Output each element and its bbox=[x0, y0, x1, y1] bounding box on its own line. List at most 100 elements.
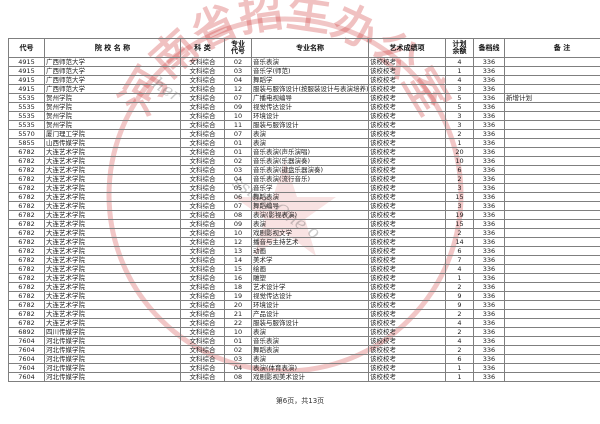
table-cell: 12 bbox=[224, 84, 252, 94]
table-cell: 6782 bbox=[8, 174, 45, 184]
table-cell: 14 bbox=[445, 237, 474, 247]
table-cell: 4 bbox=[445, 336, 474, 346]
table-cell: 5535 bbox=[8, 120, 45, 130]
table-cell: 表演 bbox=[251, 138, 369, 148]
table-cell: 21 bbox=[224, 309, 252, 319]
table-cell: 336 bbox=[473, 120, 505, 130]
table-cell: 舞蹈学 bbox=[251, 75, 369, 85]
table-cell: 广西师范大学 bbox=[44, 84, 181, 94]
table-cell: 6782 bbox=[8, 192, 45, 202]
table-cell: 5535 bbox=[8, 102, 45, 112]
table-cell bbox=[504, 327, 600, 337]
table-cell: 该校校考 bbox=[368, 246, 446, 256]
table-row: 7604 河北传媒学院 文科综合 02 舞蹈表演 该校校考 2 336 bbox=[8, 345, 600, 355]
table-cell: 音乐表演(声乐演唱) bbox=[251, 147, 369, 157]
table-row: 4915 广西师范大学 文科综合 02 音乐表演 该校校考 4 336 bbox=[8, 57, 600, 67]
table-cell: 文科综合 bbox=[180, 102, 225, 112]
table-cell: 该校校考 bbox=[368, 336, 446, 346]
table-row: 4915 广西师范大学 文科综合 12 服装与服饰设计(按服装设计与表演培养) 该校校考 3… bbox=[8, 84, 600, 94]
table-cell: 贺州学院 bbox=[44, 120, 181, 130]
table-cell: 该校校考 bbox=[368, 219, 446, 229]
table-row: 7604 河北传媒学院 文科综合 08 戏剧影视美术设计 该校校考 1 336 bbox=[8, 372, 600, 382]
table-cell: 广西师范大学 bbox=[44, 66, 181, 76]
table-cell: 该校校考 bbox=[368, 165, 446, 175]
table-cell: 5 bbox=[445, 102, 474, 112]
table-cell: 该校校考 bbox=[368, 201, 446, 211]
table-cell: 文科综合 bbox=[180, 174, 225, 184]
table-cell: 7604 bbox=[8, 363, 45, 373]
table-cell: 音乐表演(键盘乐器演奏) bbox=[251, 165, 369, 175]
table-cell: 视觉传达设计 bbox=[251, 102, 369, 112]
table-cell: 音乐表演(流行音乐) bbox=[251, 174, 369, 184]
table-cell: 2 bbox=[445, 327, 474, 337]
table-cell: 广西师范大学 bbox=[44, 57, 181, 67]
table-cell: 大连艺术学院 bbox=[44, 183, 181, 193]
column-header: 备 注 bbox=[504, 38, 600, 58]
table-cell: 表演(体育表演) bbox=[251, 363, 369, 373]
table-cell: 20 bbox=[224, 300, 252, 310]
table-cell: 该校校考 bbox=[368, 327, 446, 337]
table-cell: 文科综合 bbox=[180, 318, 225, 328]
table-cell: 河北传媒学院 bbox=[44, 363, 181, 373]
table-row: 6782 大连艺术学院 文科综合 09 表演 该校校考 15 336 bbox=[8, 219, 600, 229]
table-cell: 该校校考 bbox=[368, 291, 446, 301]
table-cell: 3 bbox=[445, 201, 474, 211]
table-cell: 5570 bbox=[8, 129, 45, 139]
table-cell: 4 bbox=[445, 57, 474, 67]
table-cell: 10 bbox=[445, 156, 474, 166]
table-cell: 文科综合 bbox=[180, 165, 225, 175]
table-cell: 14 bbox=[224, 255, 252, 265]
admission-table: 代号院 校 名 称科 类专业 代号 专业名称 艺术成绩项 计划 余额 备档线备 注 4915… bbox=[8, 38, 600, 382]
table-cell: 大连艺术学院 bbox=[44, 156, 181, 166]
table-cell: 艺术设计学 bbox=[251, 282, 369, 292]
table-cell: 6782 bbox=[8, 228, 45, 238]
table-cell: 1 bbox=[445, 273, 474, 283]
table-cell: 09 bbox=[224, 219, 252, 229]
table-cell: 20 bbox=[445, 147, 474, 157]
table-cell: 音乐表演 bbox=[251, 336, 369, 346]
table-cell bbox=[504, 84, 600, 94]
table-row: 6782 大连艺术学院 文科综合 07 舞蹈编导 该校校考 3 336 bbox=[8, 201, 600, 211]
table-cell: 6782 bbox=[8, 201, 45, 211]
table-cell: 该校校考 bbox=[368, 372, 446, 382]
table-cell: 7604 bbox=[8, 372, 45, 382]
table-cell bbox=[504, 120, 600, 130]
table-cell: 336 bbox=[473, 210, 505, 220]
table-cell bbox=[504, 111, 600, 121]
table-cell: 6782 bbox=[8, 246, 45, 256]
table-cell: 文科综合 bbox=[180, 75, 225, 85]
table-cell: 336 bbox=[473, 147, 505, 157]
table-cell: 07 bbox=[224, 129, 252, 139]
table-cell: 6782 bbox=[8, 147, 45, 157]
table-cell bbox=[504, 102, 600, 112]
table-cell: 大连艺术学院 bbox=[44, 318, 181, 328]
table-cell: 4 bbox=[445, 264, 474, 274]
header-row: 代号院 校 名 称科 类专业 代号 专业名称 艺术成绩项 计划 余额 备档线备 注 bbox=[8, 38, 600, 58]
table-cell: 该校校考 bbox=[368, 300, 446, 310]
table-cell: 文科综合 bbox=[180, 237, 225, 247]
table-cell: 厦门理工学院 bbox=[44, 129, 181, 139]
table-cell: 01 bbox=[224, 138, 252, 148]
table-cell: 大连艺术学院 bbox=[44, 309, 181, 319]
table-header: 代号院 校 名 称科 类专业 代号 专业名称 艺术成绩项 计划 余额 备档线备 注 bbox=[8, 38, 600, 58]
table-cell bbox=[504, 165, 600, 175]
table-cell: 4 bbox=[445, 318, 474, 328]
table-row: 5570 厦门理工学院 文科综合 07 表演 该校校考 2 336 bbox=[8, 129, 600, 139]
table-cell bbox=[504, 183, 600, 193]
table-cell: 文科综合 bbox=[180, 327, 225, 337]
table-cell: 该校校考 bbox=[368, 264, 446, 274]
table-cell: 6 bbox=[445, 165, 474, 175]
table-row: 6782 大连艺术学院 文科综合 04 音乐表演(流行音乐) 该校校考 2 336 bbox=[8, 174, 600, 184]
table-cell: 336 bbox=[473, 336, 505, 346]
table-cell: 该校校考 bbox=[368, 93, 446, 103]
column-header: 艺术成绩项 bbox=[368, 38, 446, 58]
table-cell: 9 bbox=[445, 291, 474, 301]
table-cell: 3 bbox=[445, 183, 474, 193]
table-cell bbox=[504, 273, 600, 283]
table-cell: 文科综合 bbox=[180, 336, 225, 346]
table-cell: 文科综合 bbox=[180, 210, 225, 220]
table-cell: 服装与服饰设计 bbox=[251, 120, 369, 130]
table-row: 5535 贺州学院 文科综合 09 视觉传达设计 该校校考 5 336 bbox=[8, 102, 600, 112]
table-cell bbox=[504, 75, 600, 85]
table-cell: 11 bbox=[224, 120, 252, 130]
